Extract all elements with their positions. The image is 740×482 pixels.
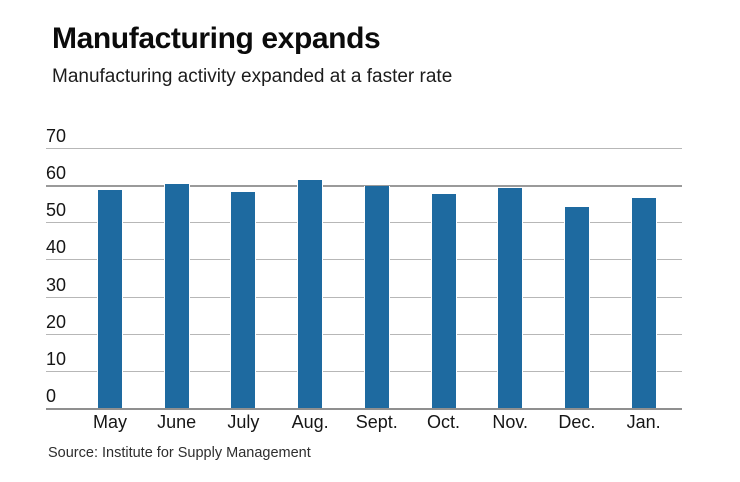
x-axis-label-may: May	[92, 412, 127, 432]
x-axis-label-dec: Dec.	[558, 412, 596, 432]
y-axis-label-60: 60	[46, 163, 67, 184]
bar-jan	[630, 197, 657, 408]
bar-aug	[297, 180, 324, 408]
x-axis-label-oct: Oct.	[426, 412, 460, 432]
bar-dec	[563, 207, 590, 408]
y-axis-label-0: 0	[46, 386, 57, 406]
source-note: Source: Institute for Supply Management	[48, 445, 311, 461]
x-axis-label-june: June	[157, 412, 197, 432]
x-axis-label-aug: Aug.	[291, 412, 329, 432]
bar-oct	[430, 193, 457, 408]
y-axis-label-10: 10	[46, 348, 67, 369]
y-axis-label-30: 30	[46, 274, 67, 295]
bar-may	[97, 190, 123, 408]
bar-june	[163, 184, 190, 408]
x-axis-label-sept: Sept.	[355, 412, 398, 432]
bar-july	[230, 192, 257, 408]
y-axis-label-50: 50	[46, 200, 67, 221]
y-axis-label-70: 70	[46, 126, 67, 146]
y-axis-label-40: 40	[46, 237, 67, 258]
x-axis-label-nov: Nov.	[492, 412, 529, 432]
y-axis-label-20: 20	[46, 311, 67, 332]
x-axis-label-jan: Jan.	[626, 412, 661, 432]
gridline-70	[46, 148, 682, 149]
chart-title: Manufacturing expands	[52, 22, 381, 55]
x-axis-label-july: July	[227, 412, 260, 432]
chart-subtitle: Manufacturing activity expanded at a fas…	[52, 66, 453, 87]
gridline-0	[46, 408, 682, 410]
bar-nov	[497, 187, 524, 408]
bar-sept	[363, 185, 390, 408]
